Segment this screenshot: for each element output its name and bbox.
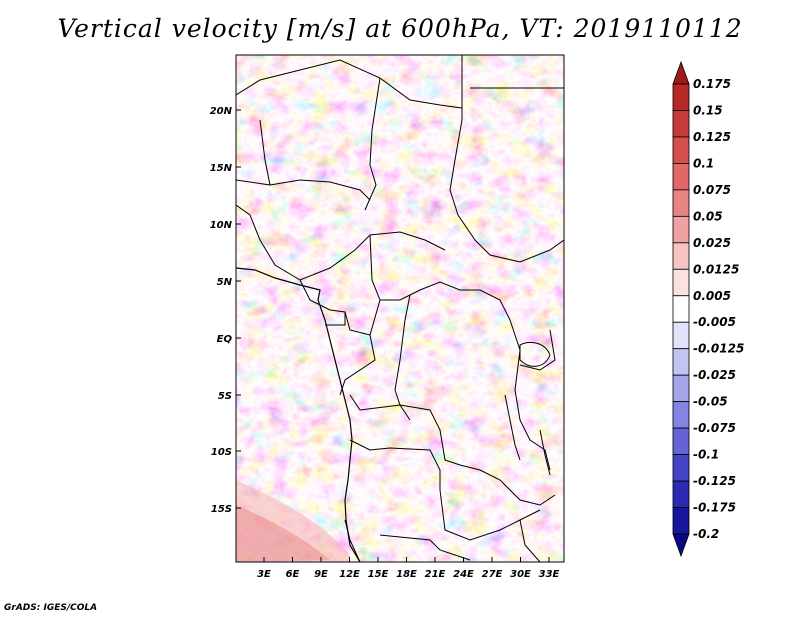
colorbar-segment: [672, 507, 690, 535]
colorbar-label: -0.05: [693, 395, 728, 409]
colorbar-segment: [672, 136, 690, 164]
colorbar-label: 0.0125: [693, 262, 739, 276]
lon-tick-label: 18E: [396, 569, 417, 580]
colorbar-segment: [672, 427, 690, 455]
lakes: [504, 342, 551, 476]
longitude-axis: 3E 6E 9E 12E 15E 18E 21E 24E 27E 30E 33E: [257, 557, 560, 580]
lat-tick-label: 15S: [211, 504, 232, 515]
lat-tick-label: 5S: [218, 391, 232, 402]
colorbar-label: -0.1: [693, 448, 719, 462]
colorbar-segment: [672, 454, 690, 482]
colorbar-label: -0.2: [693, 527, 719, 541]
lat-tick-label: 20N: [210, 106, 233, 117]
colorbar-label: -0.125: [693, 474, 736, 488]
country-boundaries: [236, 55, 564, 562]
colorbar-bottom-arrow: [672, 533, 690, 558]
grads-credit: GrADS: IGES/COLA: [4, 603, 98, 613]
lon-tick-label: 3E: [257, 569, 271, 580]
lon-tick-label: 24E: [453, 569, 474, 580]
colorbar-segment: [672, 110, 690, 138]
lon-tick-label: 12E: [339, 569, 360, 580]
colorbar-label: 0.005: [693, 289, 731, 303]
lon-tick-label: 15E: [368, 569, 389, 580]
lat-tick-label: EQ: [217, 334, 233, 345]
lon-tick-label: 21E: [425, 569, 446, 580]
lat-tick-label: 5N: [217, 277, 233, 288]
colorbar-segment: [672, 268, 690, 297]
colorbar-segment: [672, 83, 690, 111]
colorbar-label: 0.1: [693, 156, 714, 170]
colorbar-label: 0.15: [693, 103, 723, 117]
lon-tick-label: 30E: [510, 569, 531, 580]
colorbar-segment: [672, 163, 690, 191]
colorbar-segment: [672, 348, 690, 376]
lon-tick-label: 6E: [286, 569, 300, 580]
colorbar-label: -0.175: [693, 501, 736, 515]
colorbar-label: -0.0125: [693, 342, 744, 356]
colorbar-label: -0.005: [693, 315, 736, 329]
colorbar-segment: [672, 401, 690, 429]
lon-tick-label: 33E: [539, 569, 560, 580]
lat-tick-label: 10S: [211, 447, 232, 458]
velocity-field: [236, 55, 564, 562]
colorbar-segment: [672, 242, 690, 270]
colorbar-segment: [672, 480, 690, 508]
colorbar-label: 0.025: [693, 236, 731, 250]
plot-frame: [235, 54, 565, 563]
colorbar: 0.175 0.15 0.125 0.1 0.075 0.05 0.025 0.0125 0.0…: [672, 60, 744, 558]
map-title: Vertical velocity [m/s] at 600hPa, VT: 2…: [57, 14, 743, 43]
lon-tick-label: 9E: [314, 569, 328, 580]
colorbar-label: -0.025: [693, 368, 736, 382]
colorbar-label: 0.175: [693, 77, 731, 91]
colorbar-label: 0.125: [693, 130, 731, 144]
lat-tick-label: 15N: [210, 163, 233, 174]
colorbar-label: -0.075: [693, 421, 736, 435]
colorbar-label: 0.075: [693, 183, 731, 197]
colorbar-segment: [672, 295, 690, 323]
colorbar-segment: [672, 321, 690, 350]
coastline: [236, 267, 361, 562]
lon-tick-label: 27E: [482, 569, 503, 580]
colorbar-label: 0.05: [693, 209, 723, 223]
colorbar-segment: [672, 189, 690, 217]
colorbar-segment: [672, 374, 690, 403]
colorbar-top-arrow: [672, 60, 690, 85]
colorbar-segment: [672, 215, 690, 244]
lat-tick-label: 10N: [210, 220, 233, 231]
latitude-axis: 20N 15N 10N 5N EQ 5S 10S 15S: [210, 106, 241, 515]
